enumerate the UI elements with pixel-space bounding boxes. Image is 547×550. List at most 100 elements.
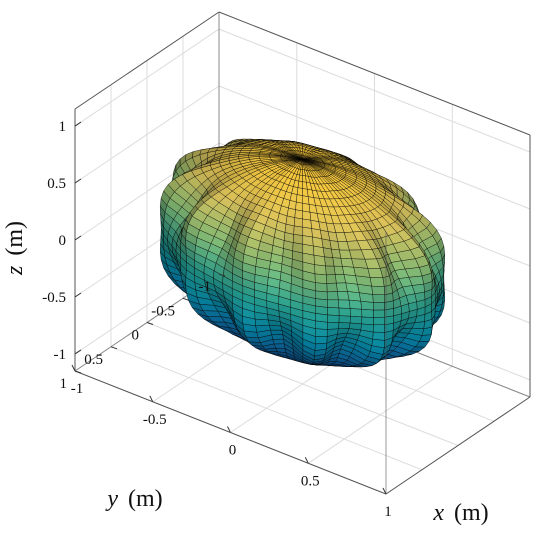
surface-patch	[315, 336, 328, 345]
surface-patch	[324, 256, 335, 267]
surface-patch	[371, 285, 385, 296]
x-tick	[304, 457, 309, 464]
surface-patch	[373, 316, 385, 326]
surface-patch	[338, 315, 351, 324]
surface-patch	[369, 277, 385, 287]
grid-line	[308, 365, 453, 464]
y-tick-label: 1	[60, 376, 68, 392]
axes-box-front	[74, 11, 531, 495]
surface-patch	[302, 226, 313, 238]
surface-patch	[326, 282, 338, 293]
y-tick	[110, 346, 118, 350]
z-axis-label: z (m)	[2, 221, 28, 276]
surface-patch	[367, 268, 384, 278]
surface-patch	[273, 343, 286, 349]
surface-patch	[240, 148, 253, 151]
x-tick	[149, 395, 154, 403]
z-tick-label: -0.5	[42, 290, 66, 306]
y-tick-label: 0.5	[84, 352, 103, 368]
x-tick-label: -1	[71, 381, 84, 397]
z-tick	[74, 178, 82, 184]
surface-patch	[332, 257, 343, 267]
surface-patch	[284, 223, 295, 235]
surface-patch	[327, 299, 340, 309]
surface-patch	[302, 218, 312, 229]
surface-patch	[294, 209, 303, 220]
surface-patch	[295, 201, 303, 212]
z-tick-label: -1	[54, 347, 67, 363]
surface-patch	[296, 187, 303, 196]
y-tick-label: -1	[199, 279, 212, 295]
tick-marks	[71, 121, 387, 495]
x-axis-label: x (m)	[432, 500, 488, 526]
surface-patch	[248, 228, 264, 242]
surface-patch	[338, 299, 351, 309]
surface-patch	[333, 265, 345, 275]
x-tick-label: 0	[229, 443, 237, 459]
surface-patch	[336, 282, 348, 292]
box-edge	[74, 11, 220, 110]
surface-patch	[298, 174, 303, 182]
surface-patch	[313, 254, 326, 267]
surface-patch	[315, 282, 328, 293]
surface-patch	[372, 294, 385, 303]
surface-patch	[360, 249, 377, 260]
surface-patch	[314, 264, 327, 276]
tick-labels: -1-0.500.51-1-0.500.51 -1-0.500.51	[42, 119, 392, 520]
surface-patch	[325, 274, 337, 284]
y-tick-label: -0.5	[151, 303, 175, 319]
z-tick-label: 0.5	[47, 176, 66, 192]
surface-patch	[349, 315, 363, 325]
z-tick	[74, 349, 82, 355]
surface-patch	[270, 329, 284, 336]
surface-patch	[325, 265, 336, 276]
x-tick-label: -0.5	[143, 412, 167, 428]
surface-patch	[293, 217, 304, 228]
y-tick	[182, 297, 190, 301]
surface-patch	[338, 322, 351, 329]
surface-patch	[322, 247, 333, 258]
surface-patch	[348, 322, 362, 331]
y-tick	[218, 273, 226, 277]
surface	[159, 138, 446, 368]
y-tick-label: 0	[132, 328, 140, 344]
x-tick	[382, 487, 387, 495]
surface-patch	[271, 334, 284, 340]
surface-patch	[327, 321, 340, 330]
surface-patch	[326, 291, 339, 301]
surface-patch	[254, 318, 270, 327]
surface-patch	[297, 180, 303, 189]
y-tick	[146, 322, 154, 325]
surface-patch	[349, 308, 363, 318]
surface-patch	[327, 314, 340, 323]
z-tick	[74, 121, 82, 127]
surface-patch	[315, 328, 328, 337]
surface-patch	[372, 324, 385, 333]
surface-patch	[373, 309, 385, 318]
y-axis-label: y (m)	[105, 486, 162, 512]
surface-patch	[302, 210, 312, 221]
x-tick	[71, 364, 76, 372]
surface-patch	[334, 274, 346, 284]
box-edge	[385, 396, 531, 495]
surface-patch	[338, 307, 351, 317]
surface-patch	[293, 225, 304, 236]
surface-patch	[315, 290, 328, 301]
surface-patch	[248, 152, 261, 155]
y-tick	[74, 370, 82, 374]
surface-patch	[327, 307, 340, 316]
surface-patch	[272, 338, 285, 345]
x-tick-label: 0.5	[301, 473, 320, 489]
surface-patch	[372, 331, 385, 341]
surface-patch	[314, 273, 328, 284]
x-tick	[227, 426, 231, 433]
surface-patch	[372, 302, 385, 311]
box-edge	[218, 11, 531, 136]
z-tick	[74, 235, 82, 241]
z-tick-label: 1	[59, 119, 67, 135]
surface-patch	[337, 291, 350, 301]
surface-patch	[361, 308, 374, 318]
z-tick	[74, 292, 82, 298]
surface-patch	[348, 299, 362, 310]
